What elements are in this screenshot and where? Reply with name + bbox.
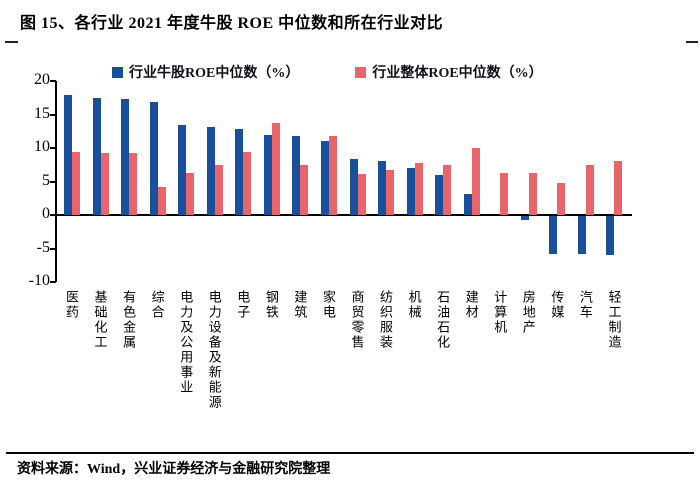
x-axis-category-label: 建材 [463,290,479,320]
bar-bull-roe-9 [292,135,301,215]
y-axis-tick-label: -5 [36,238,50,256]
y-axis-tick [50,247,56,250]
x-axis-category-label: 钢铁 [263,290,279,320]
figure-title: 图 15、各行业 2021 年度牛股 ROE 中位数和所在行业对比 [20,15,444,32]
chart-legend: 行业牛股ROE中位数（%） 行业整体ROE中位数（%） [112,62,543,82]
bar-bull-roe-7 [235,129,244,215]
top-right-rule [686,41,698,43]
x-axis-category-label: 建筑 [292,290,308,320]
x-axis-category-label: 石油石化 [435,290,451,350]
x-axis-category-label: 计算机 [492,290,508,335]
bar-industry-roe-15 [471,148,480,215]
bar-industry-roe-17 [528,172,537,215]
source-note: 资料来源：Wind，兴业证券经济与金融研究院整理 [17,462,331,477]
bar-industry-roe-19 [585,165,594,215]
x-axis-category-label: 家电 [320,290,336,320]
bar-industry-roe-1 [72,152,80,215]
bar-bull-roe-4 [149,101,158,215]
legend-label-bull-roe: 行业牛股ROE中位数（%） [129,66,300,81]
bar-bull-roe-5 [178,124,187,215]
x-axis-category-label: 传媒 [549,290,565,320]
x-axis-category-label: 综合 [149,290,165,320]
bar-industry-roe-5 [186,173,195,215]
bar-bull-roe-19 [577,216,586,255]
top-left-rule [5,41,18,43]
x-axis-category-label: 机械 [406,290,422,320]
legend-label-industry-roe: 行业整体ROE中位数（%） [372,66,543,81]
bar-bull-roe-17 [520,216,529,221]
x-axis-category-label: 汽车 [577,290,593,320]
y-axis-tick [50,281,56,283]
y-axis-tick [50,180,56,183]
bar-bull-roe-1 [64,95,72,215]
bar-bull-roe-10 [320,140,329,215]
x-axis-category-label: 商贸零售 [349,290,365,350]
bar-bull-roe-2 [92,97,101,215]
bar-bull-roe-8 [263,135,272,215]
bar-bull-roe-6 [206,127,215,215]
y-axis-tick-label: -10 [28,272,50,289]
bar-bull-roe-12 [378,160,387,215]
bar-bull-roe-13 [406,168,415,215]
bar-industry-roe-8 [271,123,280,215]
x-axis-category-label: 电力设备及新能源 [206,290,222,410]
x-axis-category-label: 医药 [64,290,79,320]
x-axis-category-label: 纺织服装 [378,290,394,350]
y-axis-tick-label: 10 [34,138,50,155]
bar-industry-roe-9 [300,164,309,215]
bar-industry-roe-11 [357,174,366,215]
y-axis-tick-label: 15 [34,104,50,122]
bar-industry-roe-18 [557,182,566,215]
source-divider [6,452,694,454]
bar-industry-roe-4 [157,186,166,215]
y-axis-tick-label: 20 [34,71,50,88]
bar-industry-roe-6 [214,165,223,215]
y-axis-tick [50,147,56,149]
y-axis-tick [50,113,56,116]
bar-industry-roe-13 [414,163,423,215]
x-axis-zero-line [57,214,632,216]
bar-industry-roe-2 [100,153,109,215]
x-axis-category-label: 基础化工 [92,290,108,350]
legend-item-industry-roe: 行业整体ROE中位数（%） [355,62,543,82]
x-axis-category-label: 电力及公用事业 [178,290,194,395]
bar-industry-roe-12 [386,170,395,215]
bar-industry-roe-20 [614,160,623,215]
bar-industry-roe-16 [500,173,509,215]
legend-item-bull-roe: 行业牛股ROE中位数（%） [112,62,299,82]
bar-bull-roe-20 [606,216,615,255]
legend-swatch-blue-icon [112,66,123,78]
bar-industry-roe-7 [243,152,252,215]
y-axis-line [55,81,57,282]
x-axis-category-label: 房地产 [520,290,536,335]
y-axis-tick-label: 5 [42,171,50,189]
legend-swatch-red-icon [355,66,367,78]
bar-bull-roe-18 [549,216,558,254]
bar-bull-roe-15 [463,194,472,215]
bar-industry-roe-14 [443,164,452,215]
bar-bull-roe-3 [121,99,130,215]
y-axis-tick [50,214,56,216]
bar-bull-roe-14 [435,174,444,215]
bar-industry-roe-3 [129,153,138,215]
y-axis-tick-label: 0 [42,205,50,222]
y-axis-tick [50,80,56,82]
x-axis-category-label: 有色金属 [121,290,137,350]
bar-bull-roe-11 [349,159,358,215]
x-axis-category-label: 轻工制造 [606,290,622,350]
x-axis-category-label: 电子 [235,290,251,320]
bar-industry-roe-10 [328,135,337,215]
